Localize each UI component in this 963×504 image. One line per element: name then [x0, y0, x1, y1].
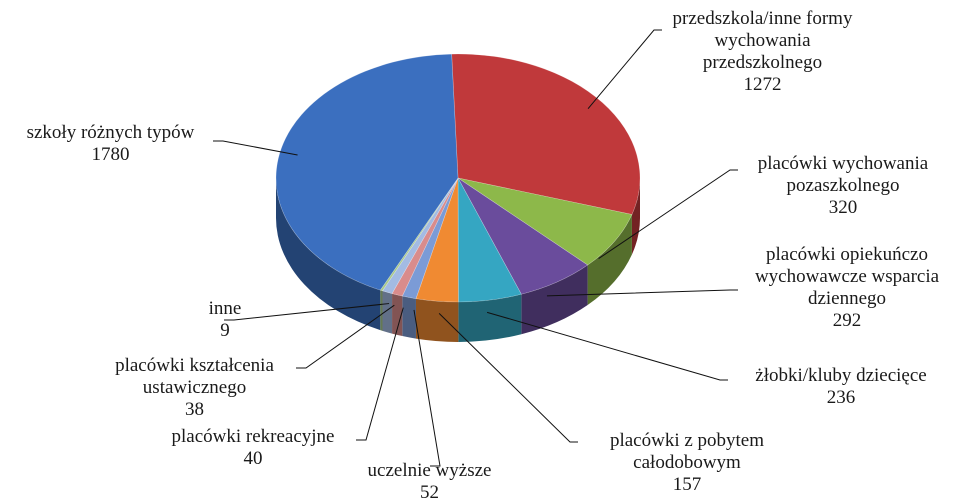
- leader-line: [213, 140, 298, 156]
- slice-side: [631, 178, 640, 255]
- slice: [457, 177, 522, 303]
- category-label: placówki rekreacyjne: [171, 426, 335, 447]
- value-label: 292: [832, 310, 862, 331]
- slice: [457, 177, 633, 266]
- value-label: 9: [220, 320, 230, 341]
- slice-label: placówki z pobytem całodobowym 157: [572, 430, 802, 496]
- value-label: 52: [420, 482, 439, 503]
- leader-line: [356, 307, 404, 441]
- slice: [275, 53, 459, 291]
- category-label: żłobki/kluby dziecięce: [755, 365, 927, 386]
- slice-label: placówki opiekuńczo wychowawcze wsparcia…: [733, 244, 961, 332]
- leader-line: [546, 289, 738, 297]
- slice-side: [458, 294, 522, 342]
- leader-line: [486, 311, 728, 381]
- slice: [382, 177, 459, 294]
- leader-line: [598, 169, 738, 260]
- slice-side: [402, 296, 416, 339]
- slice-side: [276, 178, 381, 331]
- slice: [401, 177, 459, 299]
- slice: [391, 177, 459, 297]
- slice: [457, 177, 589, 295]
- slice-label: żłobki/kluby dziecięce 236: [722, 365, 960, 409]
- leader-line: [413, 309, 441, 467]
- value-label: 157: [672, 474, 702, 495]
- category-label: placówki wychowania pozaszkolnego: [757, 153, 929, 196]
- leader-line: [224, 303, 390, 321]
- slice-label: placówki wychowania pozaszkolnego 320: [733, 153, 953, 219]
- slice-label: uczelnie wyższe 52: [352, 460, 507, 504]
- slice-side: [521, 265, 588, 335]
- pie-sides: [276, 178, 640, 342]
- slice-label: placówki kształcenia ustawicznego 38: [92, 355, 297, 421]
- value-label: 40: [243, 448, 263, 469]
- category-label: uczelnie wyższe: [367, 460, 492, 481]
- slice: [451, 53, 641, 215]
- value-label: 236: [826, 387, 856, 408]
- value-label: 1780: [91, 144, 130, 165]
- slice: [415, 177, 459, 303]
- slice-side: [382, 290, 393, 334]
- slice-label: inne 9: [170, 298, 280, 342]
- category-label: szkoły różnych typów: [26, 122, 195, 143]
- slice-side: [380, 290, 383, 331]
- category-label: placówki z pobytem całodobowym: [609, 430, 765, 473]
- slice-side: [587, 214, 632, 306]
- slice-label: szkoły różnych typów 1780: [8, 122, 213, 166]
- leader-line: [587, 29, 662, 109]
- leader-line: [296, 304, 395, 369]
- category-label: przedszkola/inne formy wychowania przeds…: [672, 8, 853, 73]
- value-label: 320: [828, 197, 858, 218]
- value-label: 1272: [743, 74, 782, 95]
- category-label: placówki kształcenia ustawicznego: [115, 355, 274, 398]
- slice-label: przedszkola/inne formy wychowania przeds…: [655, 8, 870, 96]
- slice-label: placówki rekreacyjne 40: [148, 426, 358, 470]
- category-label: placówki opiekuńczo wychowawcze wsparcia…: [754, 244, 940, 309]
- pie-tops: [275, 53, 641, 303]
- slice-side: [392, 293, 403, 337]
- leader-line: [438, 313, 578, 443]
- category-label: inne: [208, 298, 242, 319]
- slice: [379, 177, 459, 292]
- leader-lines: [213, 29, 738, 467]
- value-label: 38: [185, 399, 204, 420]
- slice-side: [415, 298, 459, 342]
